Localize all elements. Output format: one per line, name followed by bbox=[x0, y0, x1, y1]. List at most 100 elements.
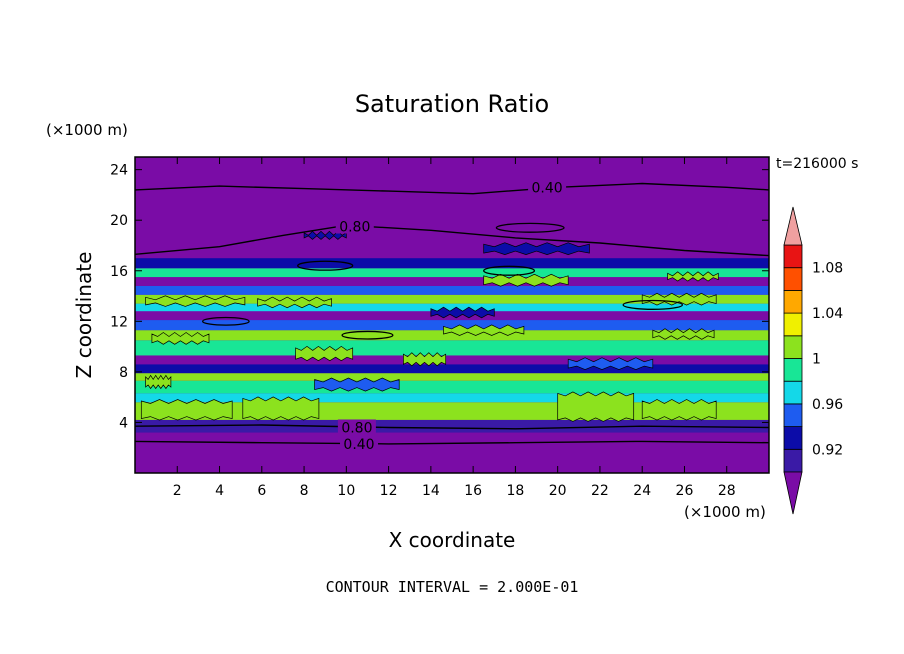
field-band bbox=[135, 355, 769, 365]
field-patch bbox=[652, 328, 715, 340]
field-patch bbox=[257, 296, 332, 309]
field-band bbox=[135, 364, 769, 374]
y-axis-title: Z coordinate bbox=[72, 252, 96, 379]
field-band bbox=[135, 258, 769, 269]
field-band bbox=[135, 373, 769, 381]
field-patch bbox=[557, 391, 635, 422]
contour-label: 0.40 bbox=[343, 437, 374, 453]
field-band bbox=[135, 157, 769, 259]
field-band bbox=[135, 432, 769, 473]
x-axis-ticks: 2 4 6 8 10 12 14 16 18 20 22 24 26 28 bbox=[173, 157, 736, 499]
field-patch bbox=[295, 345, 354, 362]
contour-label-background bbox=[340, 435, 379, 451]
y-tick-label: 8 bbox=[119, 365, 128, 381]
field-patch bbox=[303, 230, 347, 240]
colorbar-segment bbox=[783, 380, 803, 405]
field-band bbox=[135, 268, 769, 278]
field-patch bbox=[443, 324, 525, 336]
colorbar-segment bbox=[783, 244, 803, 269]
contour-line bbox=[135, 440, 769, 445]
x-tick-label: 14 bbox=[422, 483, 440, 499]
colorbar-segment bbox=[783, 289, 803, 314]
field-patch bbox=[242, 396, 320, 421]
x-tick-label: 6 bbox=[257, 483, 266, 499]
closed-contour bbox=[483, 265, 536, 276]
closed-contour bbox=[495, 222, 565, 233]
field-patch bbox=[151, 332, 210, 345]
field-patches bbox=[140, 230, 719, 422]
field-band bbox=[135, 419, 769, 433]
closed-contour bbox=[341, 330, 394, 340]
closed-contour bbox=[297, 260, 354, 271]
field-patch bbox=[314, 377, 400, 392]
colorbar-segment bbox=[783, 403, 803, 427]
field-patch bbox=[145, 295, 246, 307]
colorbar-segment bbox=[783, 335, 803, 359]
y-tick-label: 4 bbox=[119, 415, 128, 431]
x-unit-label: (×1000 m) bbox=[684, 503, 766, 521]
field-patch bbox=[145, 374, 172, 390]
contour-label: 0.80 bbox=[339, 220, 370, 236]
x-tick-label: 24 bbox=[633, 483, 651, 499]
x-tick-label: 10 bbox=[337, 483, 355, 499]
colorbar-tick-label: 1.08 bbox=[812, 261, 843, 277]
x-tick-label: 4 bbox=[215, 483, 224, 499]
x-tick-label: 20 bbox=[549, 483, 567, 499]
x-tick-label: 16 bbox=[464, 483, 482, 499]
contour-label: 0.80 bbox=[341, 420, 372, 436]
field-band bbox=[135, 393, 769, 403]
contour-lines bbox=[135, 182, 769, 445]
field-patch bbox=[667, 271, 719, 282]
y-tick-label: 20 bbox=[110, 213, 128, 229]
field-band bbox=[135, 330, 769, 341]
colorbar-tick-label: 1.04 bbox=[812, 306, 843, 322]
field-patch bbox=[430, 306, 495, 319]
colorbar-tick-label: 0.92 bbox=[812, 442, 843, 458]
y-tick-label: 24 bbox=[110, 163, 128, 179]
x-tick-label: 18 bbox=[506, 483, 524, 499]
y-tick-label: 16 bbox=[110, 264, 128, 280]
field-patch bbox=[140, 399, 233, 421]
contour-line bbox=[135, 224, 769, 257]
contour-line bbox=[135, 424, 769, 430]
field-band bbox=[135, 303, 769, 312]
field-band bbox=[135, 277, 769, 286]
field-band bbox=[135, 340, 769, 356]
field-patch bbox=[403, 352, 447, 367]
field-band bbox=[135, 294, 769, 304]
contour-label-background bbox=[337, 419, 376, 435]
field-band bbox=[135, 285, 769, 295]
colorbar-segment bbox=[783, 312, 803, 337]
x-tick-label: 26 bbox=[676, 483, 694, 499]
field-patch bbox=[483, 242, 590, 255]
plot-area bbox=[135, 157, 769, 473]
time-label: t=216000 s bbox=[776, 156, 858, 172]
x-tick-label: 8 bbox=[300, 483, 309, 499]
x-axis-title: X coordinate bbox=[389, 528, 516, 552]
contour-label-background bbox=[335, 218, 374, 234]
field-bands bbox=[135, 157, 769, 473]
plot-frame bbox=[134, 156, 770, 474]
field-band bbox=[135, 380, 769, 394]
y-axis-ticks: 4 8 12 16 20 24 bbox=[110, 163, 769, 431]
x-tick-label: 22 bbox=[591, 483, 609, 499]
colorbar-tick-label: 1 bbox=[812, 352, 821, 368]
contour-label: 0.40 bbox=[532, 180, 563, 196]
colorbar: 0.92 0.96 1 1.04 1.08 bbox=[783, 206, 843, 515]
x-tick-label: 2 bbox=[173, 483, 182, 499]
closed-contour bbox=[622, 299, 684, 310]
contour-interval-note: CONTOUR INTERVAL = 2.000E-01 bbox=[326, 578, 579, 596]
field-band bbox=[135, 320, 769, 331]
x-tick-label: 12 bbox=[380, 483, 398, 499]
y-tick-label: 12 bbox=[110, 314, 128, 330]
field-patch bbox=[641, 399, 717, 421]
colorbar-over-triangle bbox=[783, 206, 803, 246]
colorbar-under-triangle bbox=[783, 471, 803, 515]
colorbar-tick-label: 0.96 bbox=[812, 397, 843, 413]
colorbar-segment bbox=[783, 267, 803, 291]
contour-labels: 0.400.800.800.40 bbox=[335, 179, 567, 453]
closed-contour bbox=[201, 316, 250, 326]
chart-title: Saturation Ratio bbox=[355, 90, 549, 118]
colorbar-segment bbox=[783, 448, 803, 473]
